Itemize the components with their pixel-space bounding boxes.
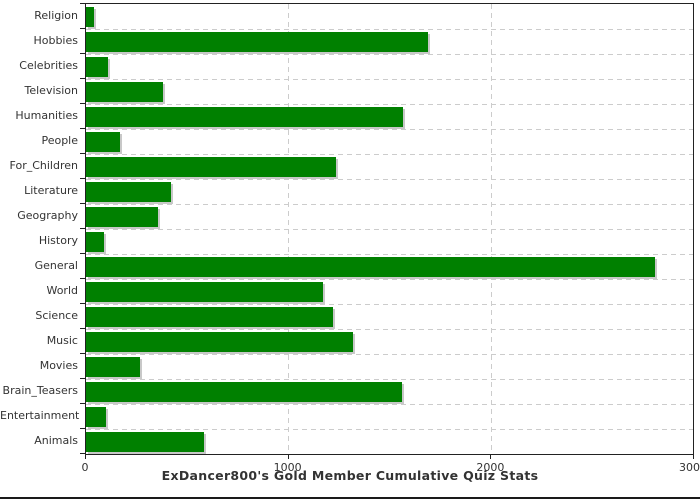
category-label: Literature [24,184,78,197]
h-gridline [86,278,693,280]
category-label: History [38,234,78,247]
bar-movies [86,356,140,377]
h-gridline [86,28,693,30]
bar-literature [86,181,171,202]
category-label: Movies [39,359,78,372]
y-tick [80,378,85,379]
y-tick [80,178,85,179]
bar-science [86,306,333,327]
h-gridline [86,178,693,180]
x-tick-label: 1000 [273,461,302,474]
y-tick [80,428,85,429]
y-tick [80,28,85,29]
bar-geography [86,206,158,227]
y-tick [80,128,85,129]
category-label: Music [46,334,78,347]
category-label: Animals [34,434,78,447]
category-label: Humanities [15,109,78,122]
h-gridline [86,103,693,105]
bar-hobbies [86,31,428,52]
x-tick-label: 3000 [679,461,700,474]
bar-entertainment [86,406,107,427]
bar-people [86,131,121,152]
bar-brain_teasers [86,381,402,402]
category-label: For_Children [9,159,78,172]
x-tick [490,455,492,459]
bar-for_children [86,156,336,177]
bar-religion [86,6,95,27]
category-label: Brain_Teasers [2,384,78,397]
bar-world [86,281,323,302]
bar-humanities [86,106,403,127]
bar-history [86,231,105,252]
h-gridline [86,53,693,55]
bottom-border [0,497,700,499]
y-tick [80,203,85,204]
category-label: Geography [17,209,78,222]
bar-celebrities [86,56,109,77]
y-tick [80,228,85,229]
x-tick [85,455,86,459]
category-label: People [41,134,78,147]
bar-television [86,81,163,102]
category-label: General [34,259,78,272]
y-tick [80,303,85,304]
h-gridline [86,328,693,330]
category-label: World [46,284,78,297]
h-gridline [86,403,693,405]
x-tick-label: 2000 [476,461,505,474]
h-gridline [86,228,693,230]
category-label: Religion [34,9,78,22]
h-gridline [86,203,693,205]
y-tick [80,403,85,404]
category-label: Entertainment [0,409,80,422]
bar-animals [86,431,205,452]
y-tick [80,328,85,329]
category-label: Science [35,309,78,322]
x-tick [693,455,694,459]
y-tick [80,103,85,104]
h-gridline [86,78,693,80]
y-tick [80,153,85,154]
y-tick [80,353,85,354]
h-gridline [86,303,693,305]
h-gridline [86,128,693,130]
x-tick [287,455,289,459]
h-gridline [86,353,693,355]
y-tick [80,453,85,454]
y-tick [80,78,85,79]
category-label: Television [24,84,79,97]
y-tick [80,53,85,54]
bar-general [86,256,655,277]
h-gridline [86,153,693,155]
chart-title: ExDancer800's Gold Member Cumulative Qui… [161,468,539,483]
x-tick-label: 0 [81,461,89,474]
bar-music [86,331,354,352]
y-tick [80,278,85,279]
category-label: Celebrities [19,59,78,72]
h-gridline [86,428,693,430]
category-label: Hobbies [33,34,78,47]
h-gridline [86,378,693,380]
plot-area [85,3,694,455]
y-tick [80,3,85,4]
y-tick [80,253,85,254]
h-gridline [86,253,693,255]
